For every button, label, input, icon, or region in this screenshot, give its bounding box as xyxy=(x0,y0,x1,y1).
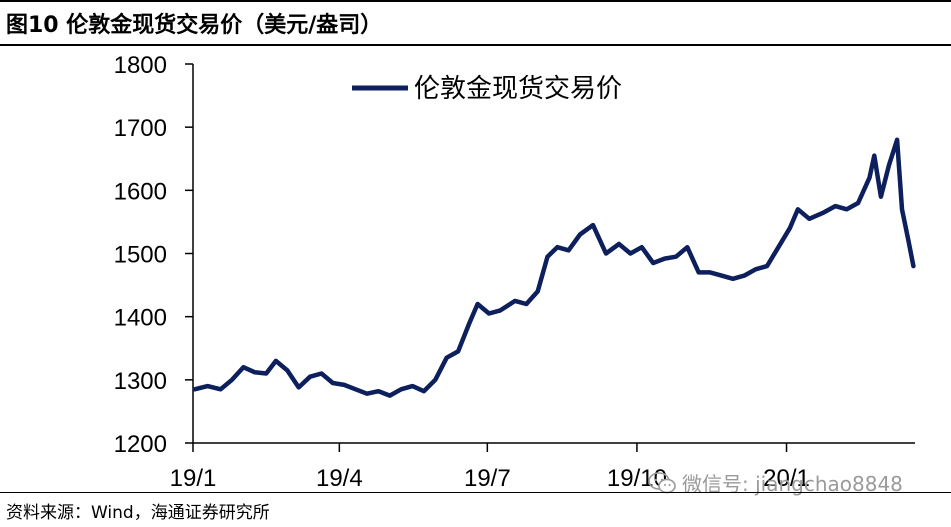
y-tick-label: 1500 xyxy=(114,242,167,269)
title-bar: 图10 伦敦金现货交易价（美元/盎司） xyxy=(0,0,951,46)
x-tick-label: 19/1 xyxy=(170,465,217,492)
chart-title: 图10 伦敦金现货交易价（美元/盎司） xyxy=(6,13,383,38)
y-tick-label: 1600 xyxy=(114,178,167,205)
line-chart: 1200 1300 1400 1500 1600 1700 1800 19/1 19/4 19/7… xyxy=(114,52,916,492)
series-line xyxy=(192,137,916,398)
x-tick-label: 20/1 xyxy=(763,465,810,492)
y-tick-label: 1400 xyxy=(114,305,167,332)
x-tick-label: 19/4 xyxy=(316,465,363,492)
source-bar: 资料来源：Wind，海通证券研究所 xyxy=(0,492,951,527)
x-tick-label: 19/10 xyxy=(607,465,667,492)
wechat-icon xyxy=(648,471,676,493)
y-tick-label: 1300 xyxy=(114,368,167,395)
y-tick-label: 1200 xyxy=(114,431,167,458)
legend-label: 伦敦金现货交易价 xyxy=(414,74,622,104)
y-tick-label: 1800 xyxy=(114,52,167,79)
source-note: 资料来源：Wind，海通证券研究所 xyxy=(6,502,270,523)
y-tick-label: 1700 xyxy=(114,115,167,142)
x-tick-label: 19/7 xyxy=(464,465,511,492)
